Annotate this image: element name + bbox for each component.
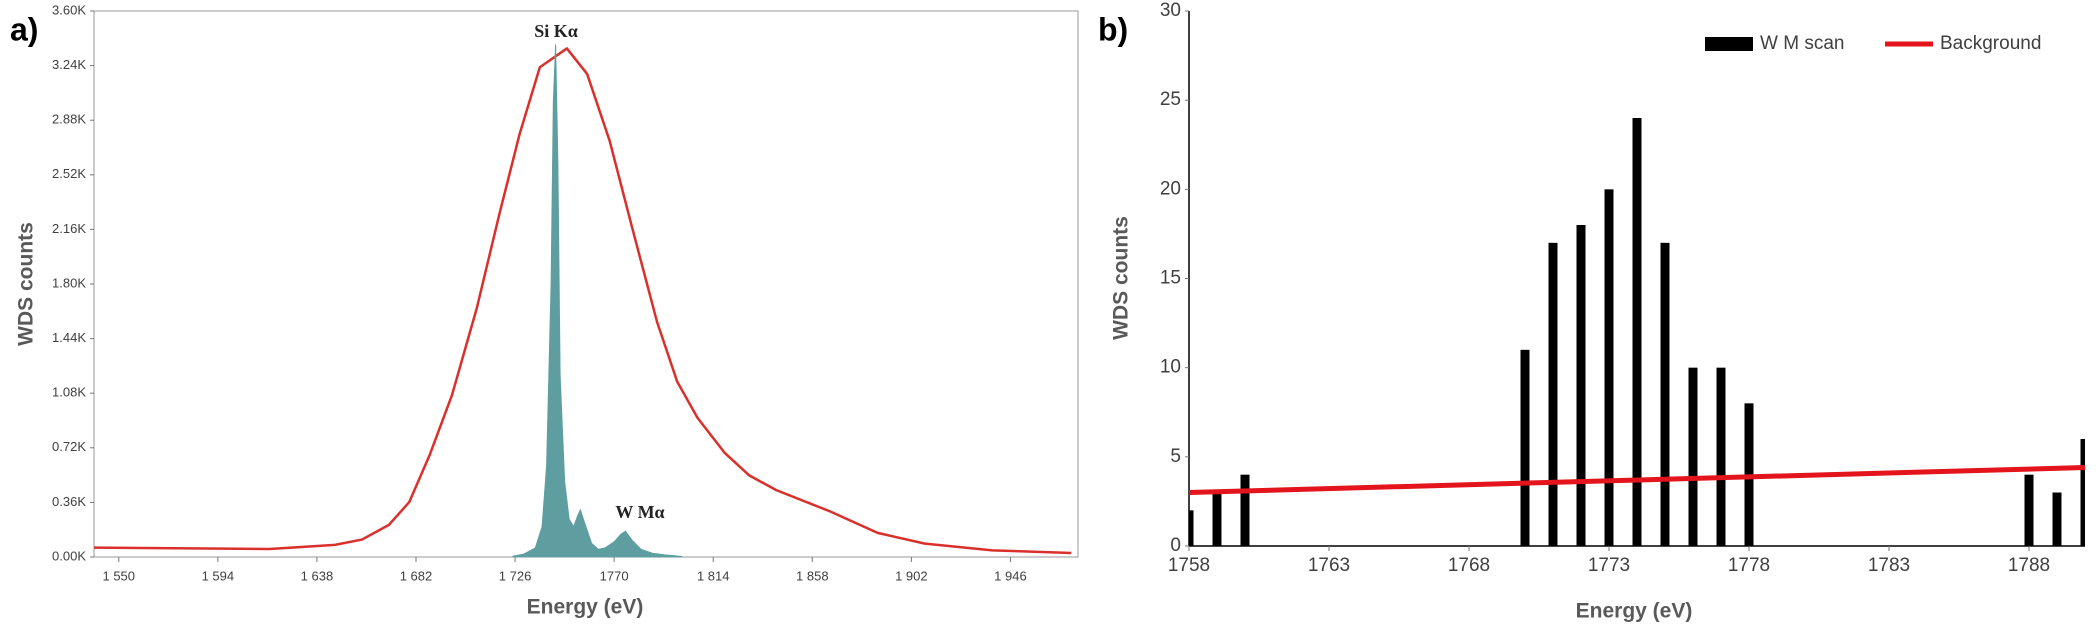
y-tick-label: 2.16K <box>52 221 86 236</box>
bar <box>1716 367 1726 546</box>
y-tick-label: 20 <box>1160 178 1181 199</box>
y-tick-label: 30 <box>1160 0 1181 21</box>
panel-label: b) <box>1098 11 1128 47</box>
legend-label: W M scan <box>1760 33 1844 54</box>
y-tick-label: 3.24K <box>52 57 86 72</box>
x-tick-label: 1773 <box>1588 555 1630 576</box>
x-tick-label: 1 902 <box>895 568 928 583</box>
bar <box>2080 439 2085 546</box>
chart-panel: a) Energy (eV) WDS counts 0.00K 0.36K 0.72K 1.… <box>10 2 1079 619</box>
x-tick-label: 1 594 <box>202 568 235 583</box>
y-tick-label: 15 <box>1160 268 1181 289</box>
bar <box>2024 474 2034 546</box>
y-axis-label: WDS counts <box>1110 216 1133 340</box>
bar <box>1576 225 1586 546</box>
x-tick-label: 1 946 <box>994 568 1027 583</box>
bar <box>1632 118 1642 546</box>
y-tick-label: 10 <box>1160 357 1181 378</box>
plot-frame <box>93 10 1079 558</box>
y-tick-label: 2.88K <box>52 112 86 127</box>
bar <box>1240 474 1250 546</box>
y-tick-label: 25 <box>1160 89 1181 110</box>
line-series <box>93 47 1072 555</box>
x-tick-label: 1 858 <box>796 568 829 583</box>
x-tick-label: 1 550 <box>102 568 135 583</box>
legend-label: Background <box>1940 33 2041 54</box>
bar <box>1520 349 1530 546</box>
y-tick-label: 0.00K <box>52 548 86 563</box>
x-tick-label: 1 726 <box>499 568 532 583</box>
x-axis-label: Energy (eV) <box>1576 600 1693 623</box>
y-tick-label: 3.60K <box>52 2 86 17</box>
x-tick-label: 1 682 <box>400 568 433 583</box>
x-axis-label: Energy (eV) <box>527 596 644 619</box>
y-tick-label: 0 <box>1170 535 1181 556</box>
line-series <box>1188 465 2086 495</box>
y-tick-label: 5 <box>1170 446 1181 467</box>
chart-panel: b) Energy (eV) WDS counts 0 5 10 15 20 25 30 1758 1… <box>1098 0 2086 623</box>
y-tick-label: 1.44K <box>52 330 86 345</box>
bar <box>2052 492 2062 546</box>
legend-swatch <box>1705 37 1753 51</box>
y-axis-label: WDS counts <box>15 222 38 346</box>
y-tick-label: 1.08K <box>52 385 86 400</box>
x-tick-label: 1770 <box>600 568 629 583</box>
x-tick-label: 1758 <box>1168 555 1210 576</box>
x-tick-label: 1 814 <box>697 568 730 583</box>
area-series <box>512 44 683 558</box>
y-tick-label: 0.36K <box>52 494 86 509</box>
x-tick-label: 1778 <box>1728 555 1770 576</box>
annotation: W Mα <box>615 502 664 522</box>
bar <box>1604 189 1614 547</box>
x-tick-label: 1783 <box>1868 555 1910 576</box>
y-tick-label: 1.80K <box>52 275 86 290</box>
x-tick-label: 1788 <box>2008 555 2050 576</box>
y-tick-label: 0.72K <box>52 439 86 454</box>
bar <box>1688 367 1698 546</box>
annotation: Si Kα <box>534 21 578 41</box>
x-tick-label: 1 638 <box>301 568 334 583</box>
bar <box>1548 242 1558 547</box>
bar <box>1660 242 1670 547</box>
x-tick-label: 1768 <box>1448 555 1490 576</box>
panel-label: a) <box>10 11 38 47</box>
bar <box>1212 492 1222 546</box>
bar <box>1189 510 1194 546</box>
y-tick-label: 2.52K <box>52 166 86 181</box>
x-tick-label: 1763 <box>1308 555 1350 576</box>
